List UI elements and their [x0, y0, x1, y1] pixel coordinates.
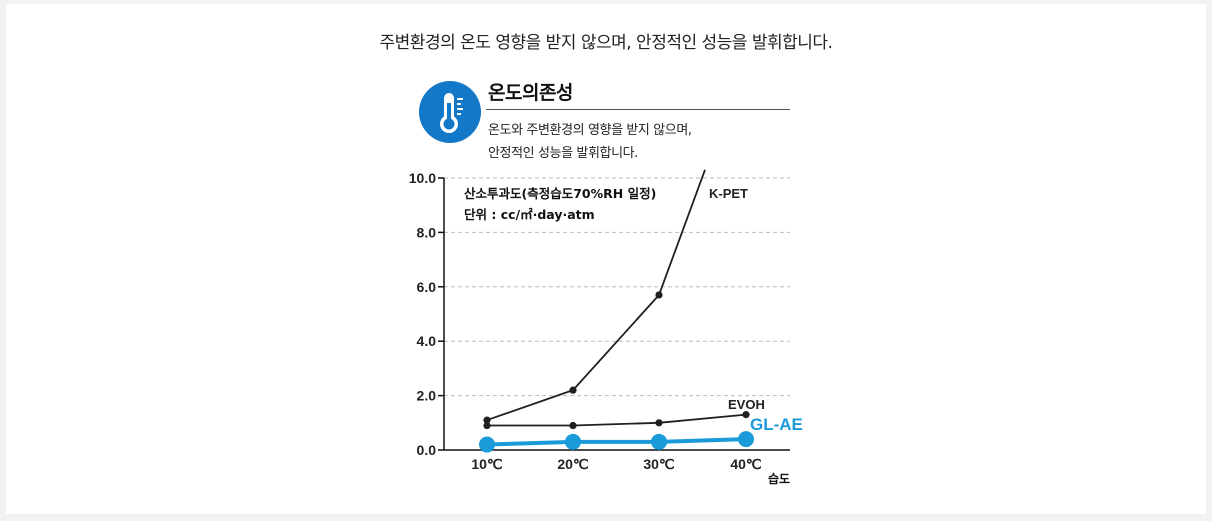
data-point-evoh	[483, 421, 491, 430]
section-title: 온도의존성	[488, 82, 573, 104]
x-tick-labels: 10℃ 20℃ 30℃ 40℃	[471, 456, 762, 472]
series-label-gl-ae: GL-AE	[750, 415, 803, 434]
data-point-evoh	[569, 421, 577, 430]
series-label-evoh: EVOH	[728, 397, 765, 412]
series-label-k-pet: K-PET	[709, 186, 748, 201]
data-point-evoh	[655, 419, 663, 427]
y-tick-label: 6.0	[417, 279, 437, 295]
data-point-gl-ae	[651, 433, 667, 450]
y-tick-label: 0.0	[417, 442, 437, 458]
data-point-k-pet	[569, 386, 577, 394]
y-tick-label: 2.0	[417, 388, 437, 404]
x-tick-label: 10℃	[471, 456, 503, 472]
chart-note-line-2: 단위 : cc/㎡·day·atm	[464, 207, 595, 222]
data-point-evoh	[742, 411, 750, 419]
series-line-evoh	[487, 413, 747, 427]
data-point-gl-ae	[738, 431, 754, 448]
y-tick-label: 8.0	[417, 224, 437, 240]
series-line-k-pet	[486, 169, 706, 421]
chart-note-line-1: 산소투과도(측정습도70%RH 일정)	[464, 186, 656, 201]
data-point-gl-ae	[565, 433, 581, 450]
y-tick-label: 10.0	[409, 170, 436, 186]
section-desc-line-2: 안정적인 성능을 발휘합니다.	[488, 146, 638, 161]
series-line-gl-ae	[486, 437, 747, 447]
data-point-k-pet	[655, 291, 663, 299]
x-tick-label: 40℃	[730, 456, 762, 472]
y-tick-label: 4.0	[417, 333, 437, 349]
content-card	[6, 4, 1206, 514]
y-tick-labels: 0.0 2.0 4.0 6.0 8.0 10.0	[409, 170, 436, 458]
page-headline: 주변환경의 온도 영향을 받지 않으며, 안정적인 성능을 발휘합니다.	[379, 33, 833, 53]
chart-grid	[438, 177, 790, 451]
data-point-gl-ae	[479, 436, 495, 453]
x-tick-label: 30℃	[643, 456, 675, 472]
section-desc-line-1: 온도와 주변환경의 영향을 받지 않으며,	[488, 123, 692, 138]
x-axis-label: 습도	[768, 472, 790, 486]
section-description: 온도와 주변환경의 영향을 받지 않으며, 안정적인 성능을 발휘합니다.	[488, 119, 692, 165]
section-divider	[486, 109, 790, 110]
data-point-k-pet	[483, 416, 491, 424]
chart-series	[479, 169, 754, 453]
thermometer-icon	[419, 81, 481, 143]
x-tick-label: 20℃	[557, 456, 589, 472]
